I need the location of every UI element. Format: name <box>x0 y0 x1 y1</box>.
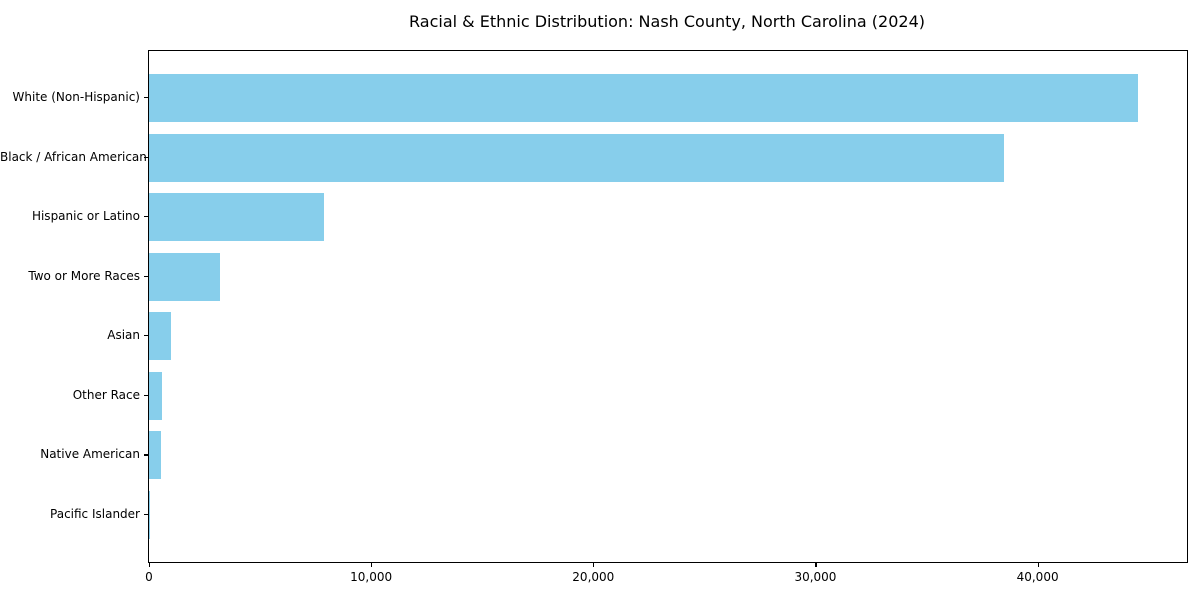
x-axis-tick-label: 40,000 <box>1016 570 1059 584</box>
bar-asian <box>149 312 172 361</box>
y-tick-mark <box>144 97 148 99</box>
x-tick-mark <box>371 563 373 567</box>
y-axis-label: Pacific Islander <box>50 506 140 521</box>
bar-hispanic-or-latino <box>149 193 325 242</box>
x-axis-tick-label: 30,000 <box>794 570 837 584</box>
y-axis-label: Asian <box>107 328 140 343</box>
y-tick-mark <box>144 513 148 516</box>
y-tick-mark <box>144 394 148 397</box>
y-axis-label: White (Non-Hispanic) <box>12 90 140 104</box>
y-axis-label: Two or More Races <box>28 268 140 283</box>
x-axis-tick-label: 20,000 <box>572 570 615 584</box>
x-tick-mark <box>149 563 151 567</box>
y-tick-mark <box>144 335 148 337</box>
x-axis-tick-label: 10,000 <box>350 570 393 584</box>
bar-pacific-islander <box>149 490 151 539</box>
y-axis-label: Hispanic or Latino <box>31 209 140 224</box>
y-tick-mark <box>144 275 148 277</box>
bar-two-or-more-races <box>149 252 221 301</box>
x-tick-mark <box>815 563 817 567</box>
bar-other-race <box>149 371 162 420</box>
chart-title: Racial & Ethnic Distribution: Nash Count… <box>409 12 925 31</box>
y-tick-mark <box>144 454 148 456</box>
bar-native-american <box>149 431 161 480</box>
y-tick-mark <box>144 216 148 218</box>
bar-black-african-american <box>149 133 1005 182</box>
y-axis-label: Native American <box>40 447 140 462</box>
y-axis-label: Black / African American <box>0 149 147 164</box>
plot-area <box>148 50 1188 563</box>
bar-white-non-hispanic <box>149 74 1138 122</box>
x-axis-tick-label: 0 <box>145 570 153 584</box>
x-tick-mark <box>1037 563 1039 567</box>
x-tick-mark <box>593 563 595 567</box>
y-axis-label: Other Race <box>72 387 140 402</box>
y-tick-mark <box>144 156 148 158</box>
